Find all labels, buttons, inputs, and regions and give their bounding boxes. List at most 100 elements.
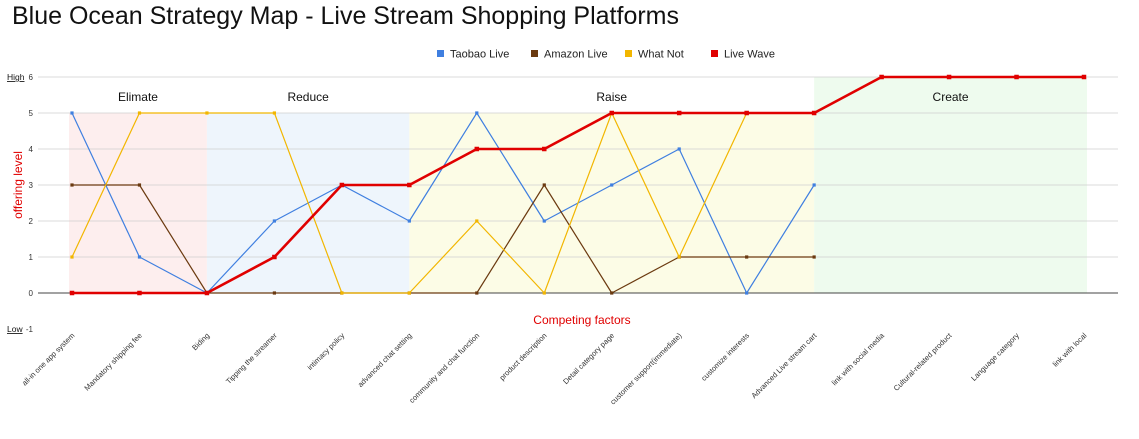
data-point — [475, 219, 479, 223]
legend-item-taobao-live[interactable]: Taobao Live — [437, 49, 509, 61]
data-point — [542, 146, 547, 152]
data-point — [340, 291, 344, 295]
data-point — [272, 111, 276, 115]
data-point — [407, 182, 412, 188]
legend-swatch — [711, 50, 718, 57]
data-point — [70, 111, 74, 115]
zone-label-raise: Raise — [596, 90, 627, 104]
data-point — [339, 182, 345, 188]
legend-swatch — [437, 50, 444, 57]
x-tick-label: Language category — [969, 331, 1021, 383]
data-point — [137, 183, 142, 187]
zone-label-create: Create — [933, 90, 969, 104]
data-point — [69, 290, 75, 296]
data-point — [1014, 74, 1019, 80]
series-layer — [69, 74, 1087, 296]
y-axis-title: offering level — [11, 151, 25, 219]
data-point — [609, 110, 614, 116]
y-tick-label: 4 — [29, 145, 34, 154]
data-point — [812, 255, 816, 259]
y-low-label: Low — [7, 324, 23, 334]
data-point — [744, 110, 749, 116]
data-point — [610, 183, 614, 187]
legend-swatch — [531, 50, 538, 57]
x-tick-label: customize interests — [699, 331, 751, 383]
data-point — [407, 219, 411, 223]
x-tick-label: Advanced Live stream cart — [749, 330, 819, 400]
x-tick-label: product description — [498, 331, 549, 382]
x-tick-label: community and chat function — [407, 331, 481, 405]
x-tick-label: link with local — [1051, 331, 1089, 369]
legend-label: Live Wave — [724, 49, 775, 61]
x-tick-label: customer support(immediate) — [608, 331, 684, 407]
data-point — [205, 111, 209, 115]
data-point — [946, 74, 952, 80]
legend-label: Amazon Live — [544, 49, 608, 61]
x-tick-label: all-in one app system — [20, 331, 76, 387]
x-tick-label: advanced chat setting — [356, 331, 414, 389]
y-tick-label: 0 — [29, 289, 34, 298]
x-axis: all-in one app system Mandatory shipping … — [20, 330, 1089, 406]
legend-label: What Not — [638, 49, 684, 61]
data-point — [137, 255, 142, 259]
x-tick-label: intimacy policy — [305, 331, 346, 372]
x-tick-label: Cultural-related product — [892, 330, 954, 392]
y-tick-label: 3 — [29, 181, 34, 190]
legend-item-amazon-live[interactable]: Amazon Live — [531, 49, 608, 61]
data-point — [879, 74, 884, 80]
y-tick-label: 6 — [29, 73, 34, 82]
legend-label: Taobao Live — [450, 49, 509, 61]
legend-item-what-not[interactable]: What Not — [625, 49, 684, 61]
data-point — [610, 291, 614, 295]
data-point — [272, 291, 276, 295]
data-point — [137, 290, 142, 296]
y-high-label: High — [7, 72, 25, 82]
data-point — [1081, 74, 1087, 80]
legend[interactable]: Taobao Live Amazon Live What Not Live Wave — [437, 49, 775, 61]
series-line — [72, 184, 815, 294]
data-point — [407, 291, 411, 295]
y-tick-label: 1 — [29, 253, 34, 262]
legend-item-live-wave[interactable]: Live Wave — [711, 49, 775, 61]
series-live-wave — [69, 74, 1087, 296]
x-tick-label: link with social media — [830, 330, 887, 387]
data-point — [272, 254, 277, 260]
data-point — [745, 255, 749, 259]
legend-swatch — [625, 50, 632, 57]
data-point — [137, 111, 142, 115]
x-tick-label: Biding — [190, 331, 211, 352]
data-point — [272, 219, 276, 223]
x-tick-label: Mandatory shipping fee — [82, 331, 143, 392]
y-tick-label: 2 — [29, 217, 34, 226]
series-line — [71, 112, 815, 294]
data-point — [475, 291, 479, 295]
data-point — [204, 290, 210, 296]
x-tick-label: Tipping the streamer — [224, 331, 279, 386]
data-point — [70, 255, 74, 259]
data-point — [812, 183, 816, 187]
data-point — [811, 110, 817, 116]
data-point — [677, 147, 681, 151]
zone-label-reduce: Reduce — [287, 90, 329, 104]
data-point — [745, 291, 749, 295]
x-tick-label: Detail category page — [561, 331, 616, 386]
zone-labels: Elimate Reduce Raise Create — [118, 90, 969, 104]
series-line — [72, 75, 1084, 295]
data-point — [677, 255, 681, 259]
data-point — [542, 291, 546, 295]
y-tick-label: -1 — [26, 325, 34, 334]
zone-label-elimate: Elimate — [118, 90, 158, 104]
x-axis-title: Competing factors — [533, 313, 630, 327]
data-point — [475, 111, 479, 115]
y-axis: -1 0 1 2 3 4 5 6 High Low — [7, 72, 34, 334]
y-tick-label: 5 — [29, 109, 34, 118]
zone-raise — [409, 113, 815, 293]
data-point — [542, 219, 546, 223]
data-point — [542, 183, 546, 187]
zone-elimate — [69, 113, 207, 293]
data-point — [474, 146, 480, 152]
data-point — [70, 183, 74, 187]
data-point — [676, 110, 682, 116]
chart-title: Blue Ocean Strategy Map - Live Stream Sh… — [12, 2, 679, 30]
